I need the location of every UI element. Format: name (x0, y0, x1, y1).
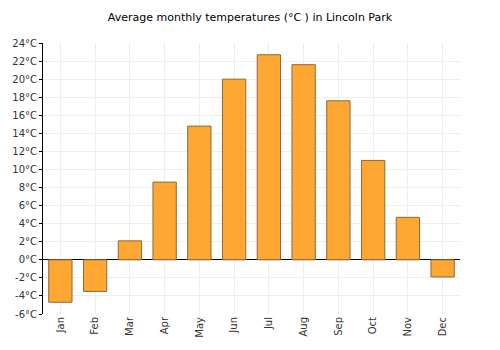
svg-text:Dec: Dec (437, 317, 448, 336)
svg-text:Apr: Apr (159, 316, 170, 334)
svg-text:16°C: 16°C (12, 110, 37, 121)
svg-text:May: May (194, 317, 205, 338)
svg-text:12°C: 12°C (12, 146, 37, 157)
svg-text:8°C: 8°C (19, 182, 37, 193)
svg-text:22°C: 22°C (12, 56, 37, 67)
svg-text:-2°C: -2°C (15, 272, 37, 283)
svg-text:20°C: 20°C (12, 74, 37, 85)
svg-text:Oct: Oct (367, 317, 378, 334)
svg-text:Sep: Sep (333, 317, 344, 336)
svg-text:Mar: Mar (124, 316, 135, 336)
svg-text:-6°C: -6°C (15, 309, 37, 320)
svg-text:24°C: 24°C (12, 38, 37, 49)
svg-text:14°C: 14°C (12, 128, 37, 139)
svg-text:4°C: 4°C (19, 218, 37, 229)
svg-text:Average monthly temperatures (: Average monthly temperatures (°C ) in Li… (108, 11, 393, 24)
svg-text:Jun: Jun (228, 317, 239, 334)
svg-text:2°C: 2°C (19, 236, 37, 247)
svg-text:10°C: 10°C (12, 164, 37, 175)
svg-text:18°C: 18°C (12, 92, 37, 103)
svg-text:6°C: 6°C (19, 200, 37, 211)
svg-text:Jan: Jan (55, 317, 66, 333)
svg-text:0°C: 0°C (19, 254, 37, 265)
svg-text:Jul: Jul (263, 317, 274, 330)
svg-text:Aug: Aug (298, 317, 309, 337)
svg-text:-4°C: -4°C (15, 290, 37, 301)
svg-text:Feb: Feb (89, 317, 100, 335)
svg-text:Nov: Nov (402, 317, 413, 337)
